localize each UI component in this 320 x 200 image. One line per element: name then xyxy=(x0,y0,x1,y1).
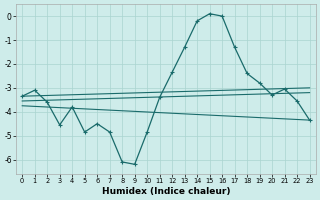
X-axis label: Humidex (Indice chaleur): Humidex (Indice chaleur) xyxy=(102,187,230,196)
